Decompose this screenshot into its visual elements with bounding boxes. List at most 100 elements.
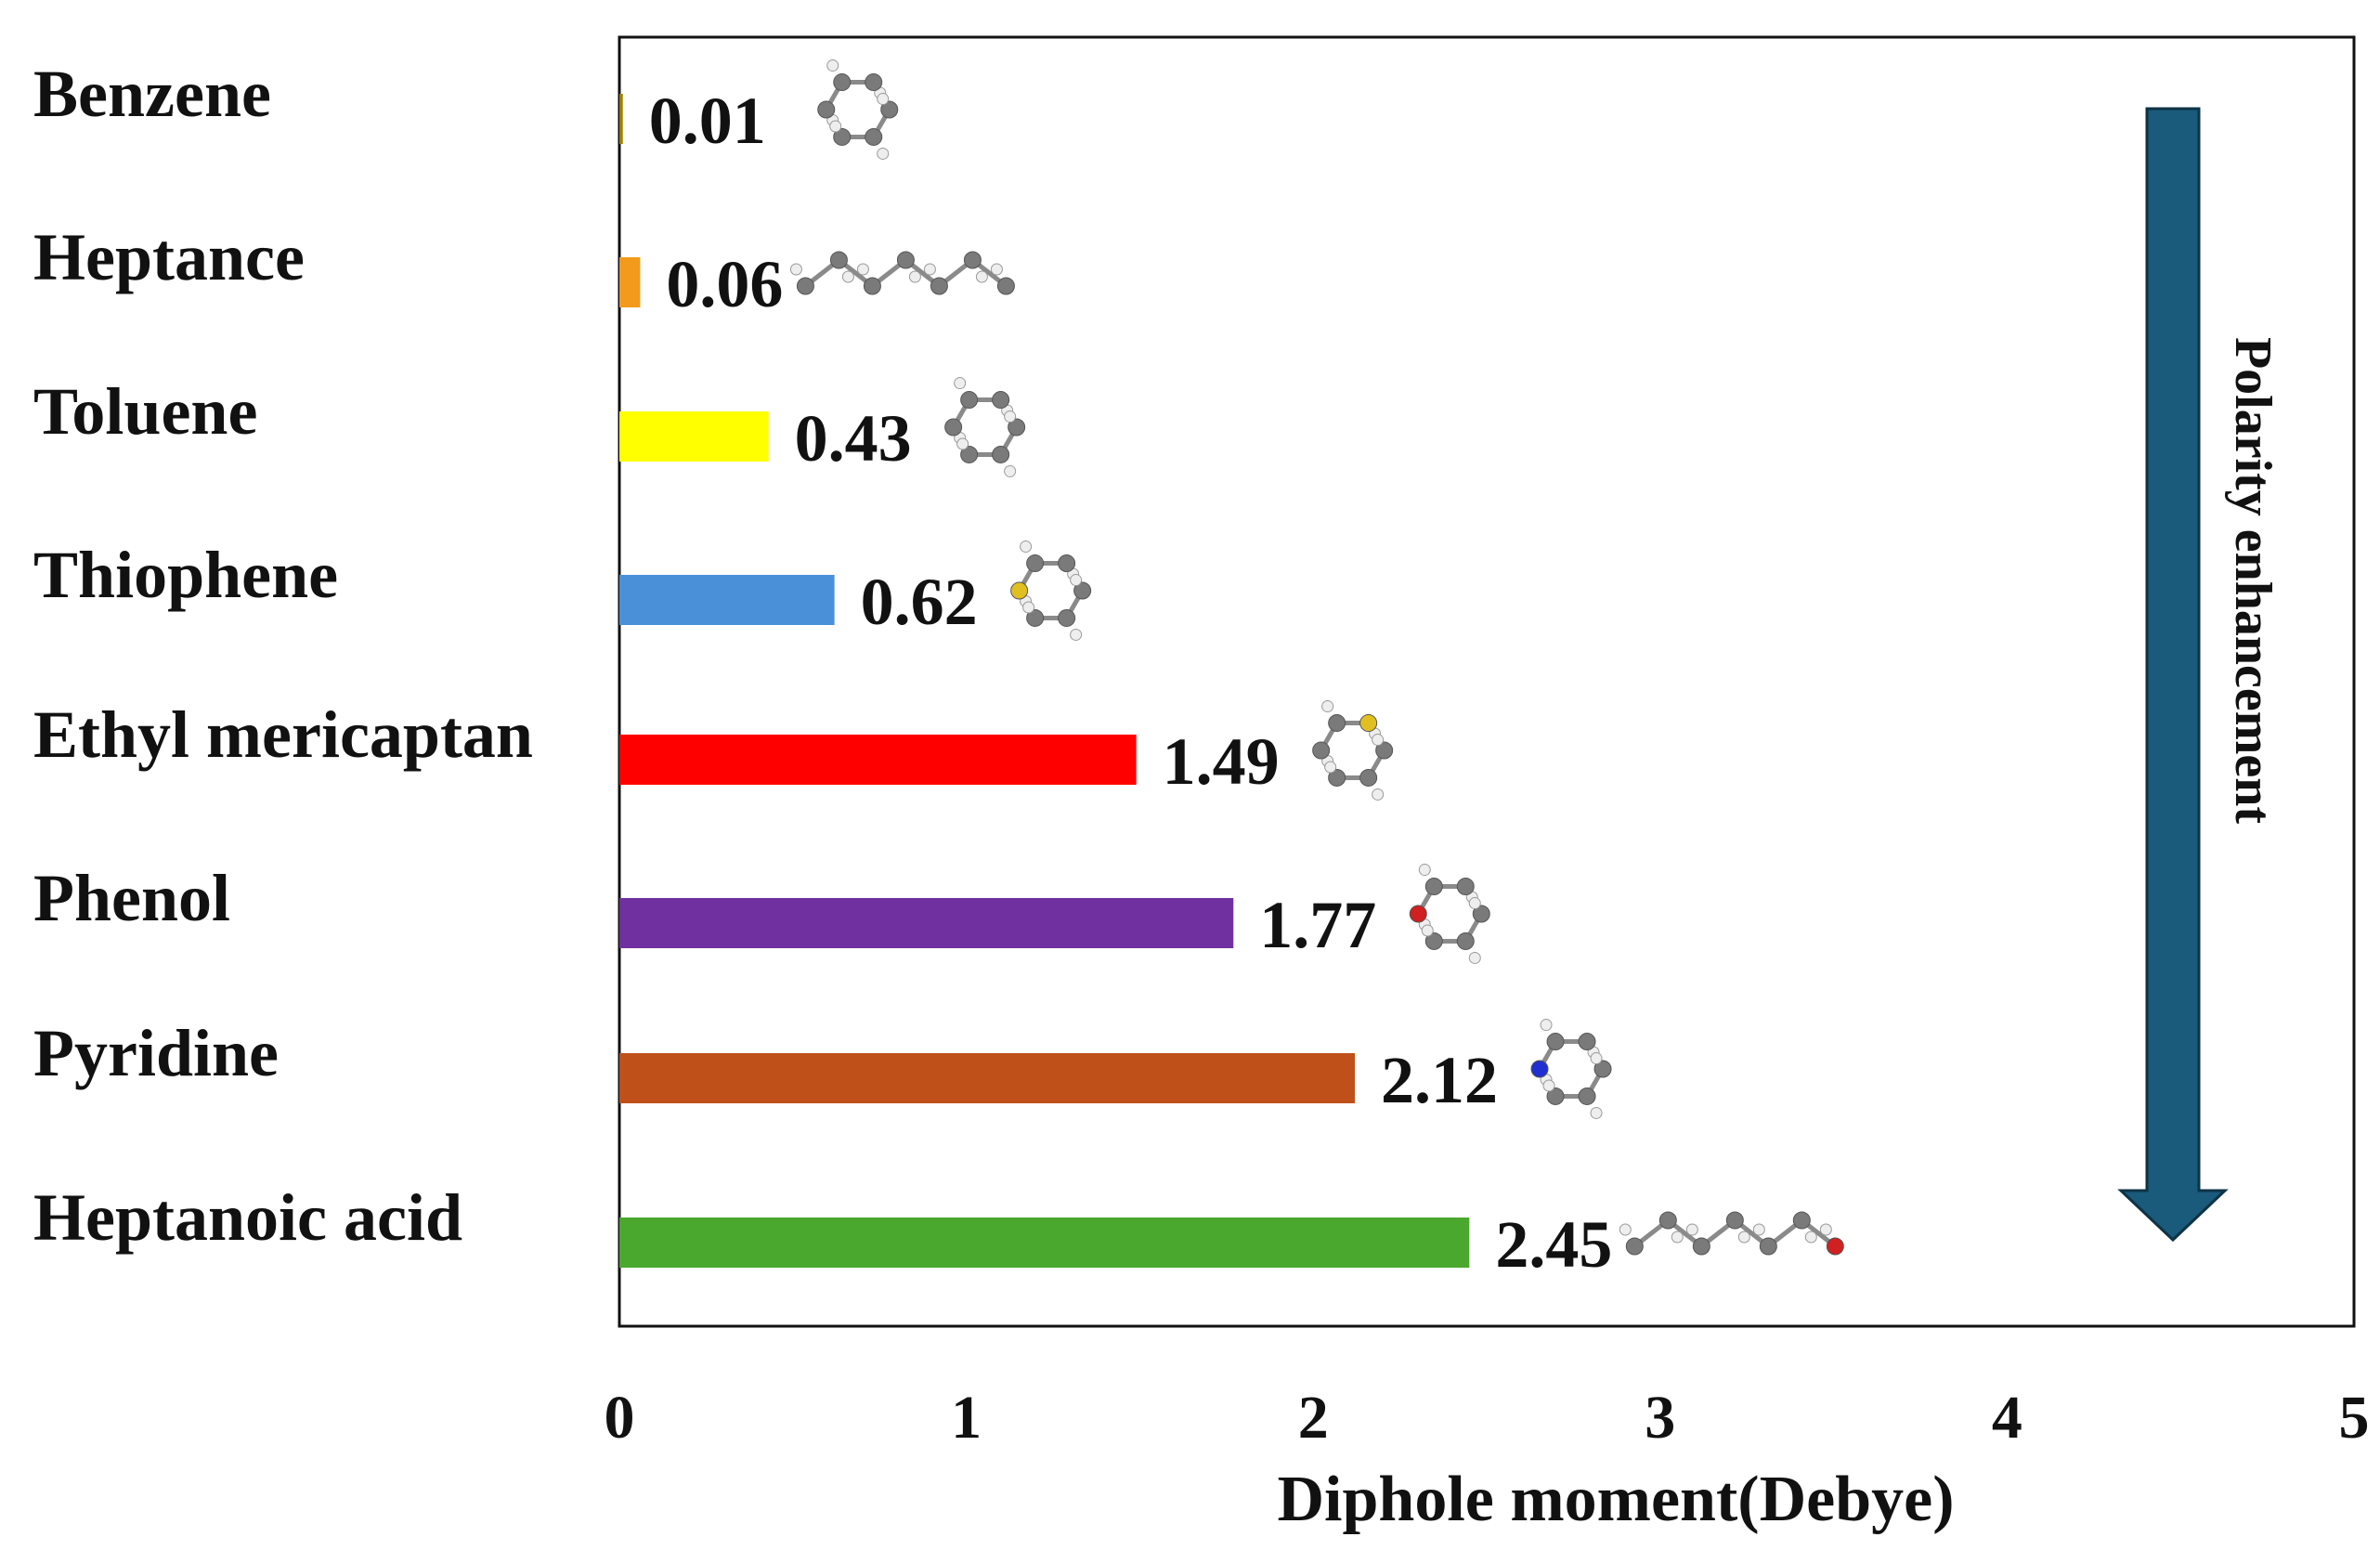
molecule-atom xyxy=(1530,1060,1549,1078)
x-tick-labels: 0 1 2 3 4 5 xyxy=(605,1384,2370,1452)
molecule-hydrogen xyxy=(1372,788,1385,801)
bar xyxy=(619,1218,1470,1268)
molecule-hydrogen xyxy=(1020,541,1033,554)
category-label: Benzene xyxy=(33,57,271,131)
category-label: Phenol xyxy=(33,861,230,935)
molecule-atom xyxy=(1058,554,1076,573)
molecule-hydrogen xyxy=(1468,897,1481,910)
molecule-atom xyxy=(1424,878,1443,896)
molecule-atom xyxy=(1375,741,1394,760)
molecule-atom xyxy=(944,418,963,436)
molecule-atom xyxy=(1424,931,1443,950)
molecule-hydrogen xyxy=(1421,924,1434,937)
molecule-atom xyxy=(865,127,883,146)
molecule-hydrogen xyxy=(1372,734,1385,747)
molecule-atom xyxy=(1409,905,1427,923)
pyridine-molecule-icon xyxy=(1530,1019,1612,1119)
value-labels: 0.01 0.06 0.43 0.62 1.49 1.77 2.12 2.45 xyxy=(649,84,1613,1282)
molecule-atom xyxy=(1826,1237,1844,1256)
bar xyxy=(619,411,769,462)
molecule-atom xyxy=(865,73,883,92)
molecule-hydrogen xyxy=(826,59,839,72)
molecule-atom xyxy=(963,251,982,269)
toluene-molecule-icon xyxy=(944,377,1026,477)
molecule-hydrogen xyxy=(829,120,842,133)
molecule-hydrogen xyxy=(1540,1019,1553,1032)
value-label: 0.01 xyxy=(649,84,766,158)
molecule-hydrogen xyxy=(1468,951,1481,964)
value-label: 2.12 xyxy=(1381,1043,1498,1117)
molecule-atom xyxy=(896,251,915,269)
molecule-atom xyxy=(960,391,979,410)
bar xyxy=(619,1053,1356,1103)
molecule-hydrogen xyxy=(1752,1223,1765,1236)
molecule-hydrogen xyxy=(877,93,890,106)
molecule-hydrogen xyxy=(975,270,988,283)
polarity-arrow-shape xyxy=(2117,107,2229,1243)
molecule-hydrogen xyxy=(1004,464,1017,477)
molecule-atom xyxy=(1010,581,1029,600)
bar xyxy=(619,575,835,625)
molecule-atom xyxy=(829,251,848,269)
category-label: Toluene xyxy=(33,374,257,449)
molecule-atom xyxy=(992,445,1010,463)
bar xyxy=(619,257,641,307)
molecule-hydrogen xyxy=(789,263,802,276)
molecule-hydrogen xyxy=(877,147,890,160)
x-tick-label: 2 xyxy=(1298,1384,1329,1452)
molecule-atom xyxy=(930,277,948,295)
value-label: 0.43 xyxy=(795,401,912,475)
molecule-hydrogen xyxy=(923,263,936,276)
phenol-molecule-icon xyxy=(1409,864,1490,964)
bar xyxy=(619,735,1137,785)
heptane-molecule-icon xyxy=(789,251,1015,295)
x-tick-label: 4 xyxy=(1992,1384,2022,1452)
molecule-atom xyxy=(863,277,881,295)
molecule-hydrogen xyxy=(1324,761,1337,774)
molecule-hydrogen xyxy=(956,437,969,450)
molecule-hydrogen xyxy=(990,263,1003,276)
molecule-hydrogen xyxy=(841,270,854,283)
molecule-atom xyxy=(796,277,814,295)
ethyl-mercaptan-molecule-icon xyxy=(1312,700,1394,801)
molecule-atom xyxy=(1073,581,1092,600)
x-tick-label: 5 xyxy=(2339,1384,2370,1452)
molecule-hydrogen xyxy=(1321,700,1334,713)
bar xyxy=(619,898,1234,948)
molecule-atom xyxy=(1026,554,1045,573)
value-label: 0.62 xyxy=(861,565,978,639)
polarity-arrow: Polarity enhancement xyxy=(2117,107,2282,1243)
value-label: 1.77 xyxy=(1259,888,1376,962)
plot-frame xyxy=(618,35,2356,1328)
molecule-atom xyxy=(1456,931,1475,950)
molecule-hydrogen xyxy=(1070,628,1083,641)
molecule-atom xyxy=(1058,608,1076,627)
molecule-atom xyxy=(1472,905,1490,923)
x-tick-label: 3 xyxy=(1645,1384,1675,1452)
molecule-hydrogen xyxy=(1685,1223,1698,1236)
x-tick-label: 1 xyxy=(951,1384,982,1452)
value-label: 0.06 xyxy=(666,247,783,321)
bars xyxy=(619,94,1470,1268)
molecule-atom xyxy=(1625,1237,1644,1256)
polarity-arrow-label: Polarity enhancement xyxy=(2224,337,2282,824)
category-labels: Benzene Heptance Toluene Thiophene Ethyl mer… xyxy=(33,57,533,1255)
molecule-atom xyxy=(1593,1060,1612,1078)
molecule-atom xyxy=(1692,1237,1710,1256)
molecule-hydrogen xyxy=(1619,1223,1632,1236)
molecule-atom xyxy=(1725,1211,1744,1230)
molecule-atom xyxy=(833,73,852,92)
molecule-atom xyxy=(1456,878,1475,896)
molecule-hydrogen xyxy=(1590,1052,1603,1065)
molecule-atom xyxy=(1359,768,1378,787)
bar xyxy=(619,94,623,144)
molecule-atom xyxy=(1578,1087,1596,1105)
benzene-molecule-icon xyxy=(817,59,899,160)
molecule-atom xyxy=(996,277,1015,295)
molecule-hydrogen xyxy=(1418,864,1431,877)
heptanoic-acid-molecule-icon xyxy=(1619,1211,1844,1256)
category-label: Heptanoic acid xyxy=(33,1180,462,1255)
molecule-atom xyxy=(1658,1211,1677,1230)
molecule-hydrogen xyxy=(1070,574,1083,587)
